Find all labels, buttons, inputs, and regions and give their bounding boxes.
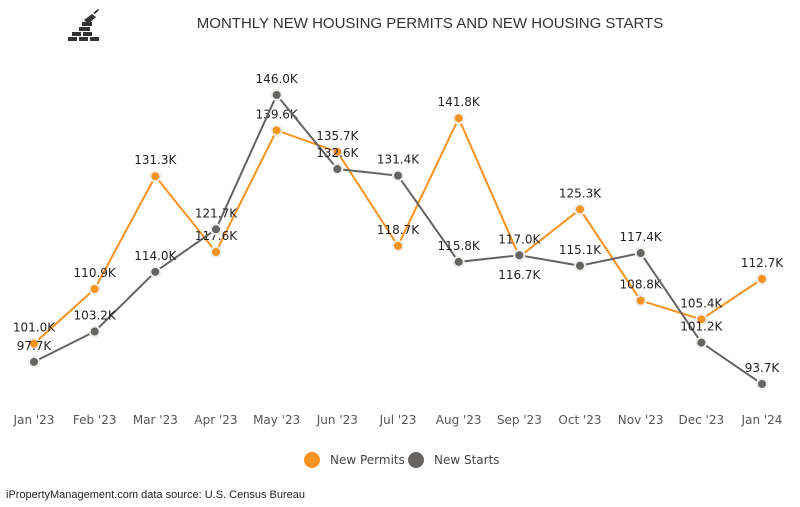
data-label: 116.7K [498, 268, 541, 282]
x-tick-label: Mar '23 [133, 413, 178, 427]
data-label: 115.8K [438, 239, 481, 253]
x-tick-label: Sep '23 [497, 413, 542, 427]
data-point[interactable] [149, 170, 162, 183]
x-tick-label: Dec '23 [679, 413, 725, 427]
legend-item-permits[interactable]: New Permits [304, 452, 405, 468]
data-label: 131.3K [134, 153, 177, 167]
data-label: 101.0K [13, 321, 56, 335]
data-label: 114.0K [134, 249, 177, 263]
data-point[interactable] [270, 124, 283, 137]
x-tick-label: Aug '23 [436, 413, 482, 427]
data-point[interactable] [28, 355, 40, 368]
data-point[interactable] [574, 203, 586, 216]
source-note: iPropertyManagement.com data source: U.S… [6, 489, 305, 501]
data-label: 108.8K [620, 278, 663, 292]
data-label: 117.0K [498, 232, 541, 246]
data-point[interactable] [695, 336, 708, 349]
data-label: 110.9K [74, 266, 117, 280]
data-label: 103.2K [74, 309, 117, 323]
data-point[interactable] [634, 247, 647, 260]
data-label: 135.7K [316, 129, 359, 143]
series-starts: 97.7K 103.2K 114.0K 121.7K 146.0K 132.6K 131.4… [17, 72, 781, 391]
data-point[interactable] [452, 112, 465, 125]
data-label: 141.8K [438, 95, 481, 109]
data-label: 118.7K [377, 223, 420, 237]
x-tick-label: Apr '23 [194, 413, 237, 427]
x-tick-label: Jan '23 [13, 413, 55, 427]
legend-marker-starts [408, 452, 424, 468]
data-point[interactable] [331, 163, 344, 176]
data-label: 101.2K [680, 320, 723, 334]
series-permits: 101.0K110.9K131.3K117.6K139.6K135.7K118.… [13, 95, 784, 350]
legend-marker-permits [304, 452, 320, 468]
chart-title: MONTHLY NEW HOUSING PERMITS AND NEW HOUS… [197, 15, 663, 32]
legend-item-starts[interactable]: New Starts [408, 452, 500, 468]
x-tick-label: Jun '23 [316, 413, 358, 427]
x-tick-label: May '23 [253, 413, 300, 427]
data-point[interactable] [756, 273, 768, 286]
data-point[interactable] [392, 239, 404, 252]
data-point[interactable] [210, 223, 222, 236]
data-point[interactable] [574, 259, 586, 272]
x-tick-label: Jul '23 [379, 413, 417, 427]
legend-label-permits: New Permits [330, 453, 405, 467]
data-label: 146.0K [256, 72, 299, 86]
data-point[interactable] [28, 337, 40, 350]
data-point[interactable] [88, 325, 101, 338]
logo-icon [68, 9, 99, 41]
x-tick-label: Oct '23 [558, 413, 601, 427]
data-label: 131.4K [377, 153, 420, 167]
data-label: 112.7K [741, 256, 784, 270]
data-point[interactable] [210, 245, 222, 258]
data-label: 117.4K [620, 230, 663, 244]
data-point[interactable] [392, 169, 404, 182]
data-label: 105.4K [680, 296, 723, 310]
data-point[interactable] [331, 145, 344, 158]
data-label: 97.7K [17, 339, 53, 353]
x-tick-label: Jan '24 [741, 413, 783, 427]
legend-label-starts: New Starts [434, 453, 500, 467]
data-point[interactable] [270, 89, 283, 101]
data-point[interactable] [756, 378, 768, 391]
data-label: 117.6K [195, 229, 238, 243]
x-tick-label: Nov '23 [618, 413, 664, 427]
data-point[interactable] [88, 282, 101, 295]
data-point[interactable] [695, 313, 708, 326]
legend: New Permits New Starts [304, 452, 500, 468]
data-label: 132.6K [316, 146, 359, 160]
data-point[interactable] [452, 255, 465, 268]
data-label: 115.1K [559, 243, 602, 257]
data-label: 121.7K [195, 206, 238, 220]
data-label: 125.3K [559, 186, 602, 200]
data-point[interactable] [513, 249, 526, 262]
data-point[interactable] [149, 265, 162, 278]
x-tick-label: Feb '23 [73, 413, 117, 427]
data-point[interactable] [634, 294, 647, 307]
data-label: 93.7K [745, 361, 781, 375]
